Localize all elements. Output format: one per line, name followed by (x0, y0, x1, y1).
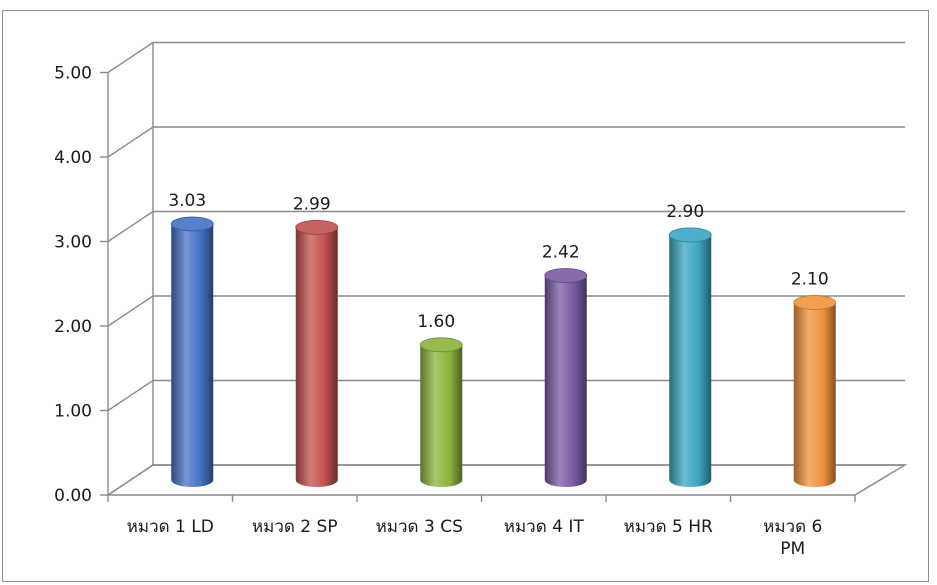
bar (419, 337, 463, 488)
bar-body (544, 275, 587, 488)
x-tick-label: หมวด 6 (763, 517, 822, 537)
bar-body (793, 302, 836, 488)
bar-top (793, 295, 837, 310)
x-axis: หมวด 1 LD หมวด 2 SP หมวด 3 CS หมวด 4 IT หมวด… (107, 495, 856, 559)
gridline-side (107, 295, 154, 327)
bar (668, 227, 712, 488)
data-label: 2.42 (542, 243, 580, 263)
gridline-side (107, 379, 154, 412)
bar-top (170, 216, 214, 232)
bar-body (171, 223, 214, 488)
x-tick-label: PM (780, 539, 805, 559)
bar-body (295, 227, 338, 488)
bar (295, 219, 339, 488)
bar-body (420, 344, 463, 488)
data-label: 2.90 (666, 202, 704, 222)
bar-top (419, 337, 463, 353)
bars (170, 216, 837, 488)
gridlines (107, 41, 905, 496)
bar-top (668, 227, 712, 243)
bar-top (544, 268, 588, 283)
x-tick-label: หมวด 5 HR (624, 517, 713, 537)
y-tick-label: 3.00 (54, 233, 92, 253)
chart-floor (105, 464, 908, 496)
y-tick-label: 5.00 (54, 64, 92, 84)
y-tick-label: 1.00 (54, 402, 92, 422)
gridline-side (107, 41, 154, 74)
data-label: 1.60 (417, 312, 455, 332)
gridline-side (107, 464, 154, 496)
data-label: 2.10 (791, 270, 829, 290)
gridline-side (107, 126, 154, 158)
y-axis: 0.00 1.00 2.00 3.00 4.00 5.00 (54, 64, 108, 506)
y-tick-label: 4.00 (54, 148, 92, 168)
floor-plane (105, 464, 908, 496)
x-tick-label: หมวด 4 IT (504, 517, 585, 537)
gridline-side (107, 210, 154, 243)
chart-walls (107, 42, 154, 495)
y-tick-label: 0.00 (54, 486, 92, 506)
bar (544, 268, 588, 488)
data-label: 3.03 (168, 191, 206, 211)
x-tick-label: หมวด 1 LD (127, 517, 214, 537)
bar (170, 216, 214, 488)
data-labels: 3.03 2.99 1.60 2.42 2.90 2.10 (168, 191, 828, 332)
bar (793, 295, 837, 488)
data-label: 2.99 (293, 194, 331, 214)
bar-body (669, 234, 712, 488)
y-tick-label: 2.00 (54, 317, 92, 337)
x-tick-label: หมวด 3 CS (376, 517, 463, 537)
x-tick-label: หมวด 2 SP (252, 517, 338, 537)
bar-top (295, 219, 339, 235)
